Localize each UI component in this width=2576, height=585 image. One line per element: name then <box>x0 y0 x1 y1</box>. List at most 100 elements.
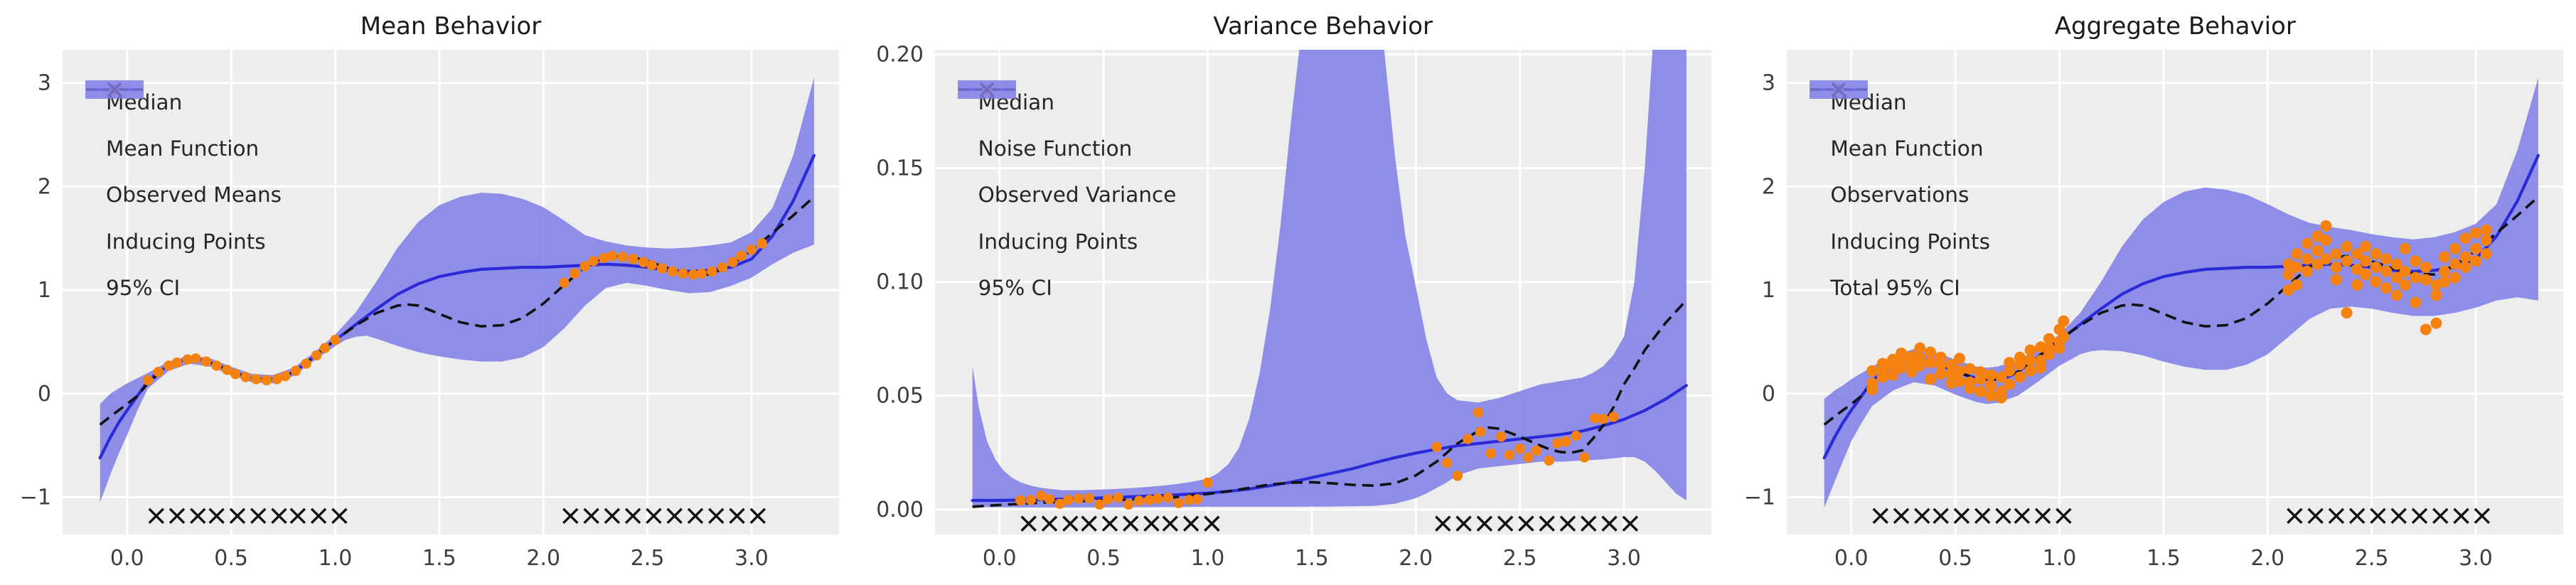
observation-dot <box>2058 315 2070 327</box>
observation-dot <box>1202 477 1213 488</box>
observation-dot <box>2024 355 2036 367</box>
observation-dot <box>2410 255 2422 267</box>
x-tick-label: 2.5 <box>631 546 665 571</box>
inducing-x-marker <box>624 508 641 524</box>
y-tick-label: 0.10 <box>876 270 924 295</box>
panel-mean-behavior: 0.0 0.5 1.0 1.5 2.0 2.5 3.0 −1 0 1 2 3 Mean Behavio… <box>0 0 859 585</box>
x-tick-label: 2.0 <box>526 546 560 571</box>
x-tick-label: 2.0 <box>2251 546 2285 571</box>
observation-dot <box>2043 333 2056 345</box>
panel-aggregate-behavior: 0.0 0.5 1.0 1.5 2.0 2.5 3.0 −1 0 1 2 3 Aggregate Be… <box>1717 0 2576 585</box>
inducing-x-marker <box>1517 515 1534 532</box>
observation-dot <box>2470 227 2482 239</box>
legend-label: Inducing Points <box>978 229 1138 254</box>
observation-dot <box>2331 262 2343 274</box>
observation-dot <box>736 250 747 262</box>
observation-dot <box>1598 414 1608 424</box>
inducing-x-marker <box>1933 508 1950 524</box>
inducing-x-marker <box>1020 515 1037 532</box>
inducing-x-marker <box>1954 508 1970 524</box>
observation-dot <box>1054 498 1065 509</box>
observation-dot <box>2004 365 2016 377</box>
y-tick-label: −1 <box>1744 485 1775 510</box>
observation-dot <box>1964 363 1976 375</box>
observation-dot <box>569 268 580 279</box>
inducing-x-marker <box>1162 515 1178 532</box>
observation-dot <box>1985 380 1997 392</box>
inducing-x-marker <box>331 508 348 524</box>
panel-variance-behavior: 0.0 0.5 1.0 1.5 2.0 2.5 3.0 0.00 0.05 0.10 0.15 0.2… <box>859 0 1718 585</box>
observation-dot <box>2014 351 2026 363</box>
observation-dot <box>656 263 668 274</box>
observation-dot <box>311 350 322 361</box>
inducing-points <box>1020 515 1638 532</box>
observation-dot <box>1925 346 1937 358</box>
observation-dot <box>1431 441 1442 452</box>
observation-dot <box>1954 365 1966 377</box>
observation-dot <box>1102 494 1113 505</box>
observation-dot <box>2449 272 2462 284</box>
x-tick-label: 1.0 <box>319 546 353 571</box>
observation-dot <box>142 375 154 386</box>
inducing-points <box>148 508 766 524</box>
x-tick-label: 2.5 <box>2355 546 2389 571</box>
observation-dot <box>2058 331 2070 343</box>
inducing-x-marker <box>1434 515 1451 532</box>
chart-title-aggregate-behavior: Aggregate Behavior <box>2054 12 2296 41</box>
observation-dot <box>1876 371 1888 383</box>
observation-dot <box>1906 366 1918 378</box>
observation-dot <box>717 262 728 273</box>
y-tick-label: 3 <box>1762 71 1775 96</box>
inducing-x-marker <box>583 508 599 524</box>
observation-dot <box>240 372 251 382</box>
observation-dot <box>2439 276 2451 288</box>
observation-dot <box>1925 373 1937 385</box>
inducing-x-marker <box>687 508 704 524</box>
ci-band <box>100 77 814 503</box>
observation-dot <box>1192 494 1202 505</box>
observation-dot <box>2004 357 2016 369</box>
chart-variance-behavior: 0.0 0.5 1.0 1.5 2.0 2.5 3.0 0.00 0.05 0.10 0.15 0.2… <box>876 42 1711 571</box>
observation-dot <box>330 334 341 345</box>
legend-label: 95% CI <box>106 275 181 300</box>
observation-dot <box>2399 265 2411 277</box>
observation-dot <box>2360 240 2372 252</box>
inducing-x-marker <box>2370 508 2386 524</box>
observation-dot <box>1571 430 1581 441</box>
legend-label: Mean Function <box>1830 136 1984 161</box>
observation-dot <box>1462 434 1473 444</box>
inducing-x-marker <box>1995 508 2011 524</box>
inducing-x-marker <box>666 508 683 524</box>
observation-dot <box>559 277 570 289</box>
observation-dot <box>727 257 738 267</box>
observation-dot <box>201 356 212 367</box>
legend-row-patch: 95% CI <box>956 80 1177 311</box>
tick-labels: 0.0 0.5 1.0 1.5 2.0 2.5 3.0 0.00 0.05 0.10 0.15 0.2… <box>876 42 1641 571</box>
legend-handle-patch-icon <box>85 80 144 99</box>
inducing-x-marker <box>1143 515 1160 532</box>
inducing-x-marker <box>646 508 662 524</box>
observation-dot <box>2291 248 2303 260</box>
observation-dot <box>2351 263 2363 275</box>
inducing-x-marker <box>2474 508 2491 524</box>
y-tick-label: 0 <box>38 382 51 407</box>
x-tick-label: 2.0 <box>1399 546 1433 571</box>
observation-dot <box>2391 272 2403 284</box>
observation-dot <box>261 375 272 386</box>
tick-labels: 0.0 0.5 1.0 1.5 2.0 2.5 3.0 −1 0 1 2 3 <box>1744 71 2493 571</box>
inducing-x-marker <box>1122 515 1139 532</box>
x-tick-label: 1.5 <box>422 546 456 571</box>
observation-dot <box>319 343 331 353</box>
legend-label: Observations <box>1830 183 1970 208</box>
inducing-x-marker <box>708 508 725 524</box>
observation-dot <box>638 257 648 267</box>
observation-dot <box>2312 258 2324 270</box>
observation-dot <box>2439 251 2451 263</box>
observation-dot <box>1974 385 1987 397</box>
observation-dot <box>2341 255 2353 267</box>
legend-label: Total 95% CI <box>1830 275 1960 300</box>
observation-dot <box>1094 499 1105 510</box>
observation-dot <box>2370 276 2382 288</box>
x-tick-label: 1.5 <box>1295 546 1329 571</box>
observation-dot <box>1551 438 1563 449</box>
